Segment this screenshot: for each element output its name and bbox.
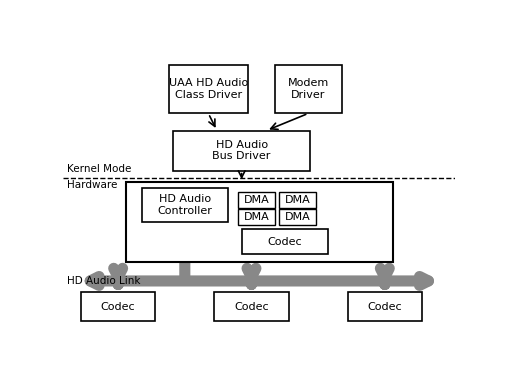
Bar <box>275 65 341 113</box>
Bar <box>169 65 247 113</box>
Text: HD Audio
Bus Driver: HD Audio Bus Driver <box>212 140 270 161</box>
Text: Codec: Codec <box>234 302 268 312</box>
Text: Codec: Codec <box>367 302 401 312</box>
Text: Modem
Driver: Modem Driver <box>287 78 328 100</box>
Text: DMA: DMA <box>243 212 269 222</box>
Text: Hardware: Hardware <box>67 180 117 190</box>
Text: DMA: DMA <box>284 212 310 222</box>
Bar <box>278 209 316 225</box>
Bar <box>173 131 310 171</box>
Text: Codec: Codec <box>267 237 301 247</box>
Text: Kernel Mode: Kernel Mode <box>67 164 131 174</box>
Text: HD Audio Link: HD Audio Link <box>67 276 140 286</box>
Bar <box>214 292 288 321</box>
Bar <box>126 182 392 262</box>
Bar <box>241 230 327 254</box>
Bar <box>81 292 155 321</box>
Text: DMA: DMA <box>243 195 269 205</box>
Bar <box>278 192 316 208</box>
Text: HD Audio
Controller: HD Audio Controller <box>157 194 212 216</box>
Bar <box>237 192 275 208</box>
Text: UAA HD Audio
Class Driver: UAA HD Audio Class Driver <box>168 78 247 100</box>
Bar <box>141 188 228 222</box>
Text: DMA: DMA <box>284 195 310 205</box>
Bar <box>237 209 275 225</box>
Bar <box>347 292 421 321</box>
Text: Codec: Codec <box>100 302 135 312</box>
